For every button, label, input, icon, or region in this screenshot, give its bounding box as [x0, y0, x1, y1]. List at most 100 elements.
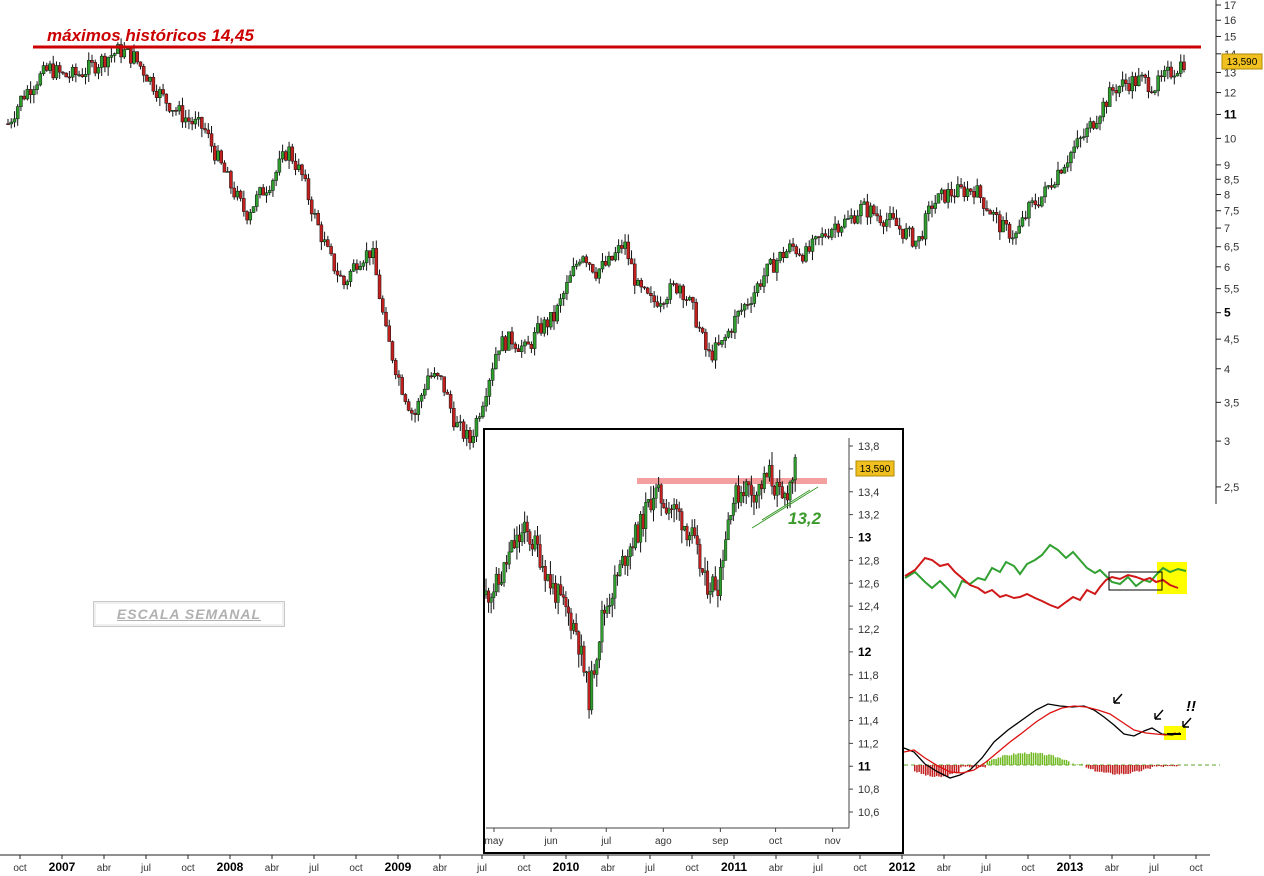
x-tick-label: abr [937, 863, 952, 874]
inset-y-tick-label: 11,4 [858, 716, 879, 728]
candle [878, 209, 883, 226]
x-tick-label: jul [308, 863, 319, 874]
macd-bar [1090, 765, 1092, 770]
inset-y-tick-label: 12,4 [858, 601, 879, 613]
inset-y-axis: 13,813,613,413,21312,812,612,412,21211,8… [849, 441, 879, 819]
macd-bar [1043, 755, 1046, 765]
candle [384, 306, 388, 328]
macd-bar [1054, 757, 1057, 765]
x-tick-label: 2008 [217, 860, 244, 874]
candle [45, 62, 49, 72]
candle [723, 334, 727, 349]
candle [410, 407, 414, 421]
y-tick-label: 5 [1224, 306, 1231, 320]
candle [413, 408, 417, 423]
candle [206, 123, 211, 139]
candle [917, 236, 921, 249]
macd-bar [999, 757, 1002, 765]
candle [888, 206, 892, 228]
inset-candle [739, 485, 743, 507]
candle [820, 227, 824, 246]
inset-candle [724, 531, 728, 561]
inset-candle [564, 591, 568, 617]
candle [717, 334, 721, 347]
macd-bar [1098, 765, 1101, 772]
inset-candle [644, 492, 648, 543]
candle [213, 142, 217, 165]
candle [216, 145, 220, 162]
x-tick-label: oct [1189, 863, 1203, 874]
main-candles [6, 38, 1186, 450]
candle [633, 258, 637, 295]
candle [267, 185, 272, 196]
candle [161, 83, 165, 97]
candle [1088, 117, 1093, 133]
candle [927, 201, 931, 222]
y-tick-label: 6 [1224, 262, 1230, 274]
macd-bar [1087, 765, 1090, 769]
candle [1030, 197, 1034, 208]
inset-candle [633, 522, 637, 551]
inset-x-tick-label: oct [769, 836, 783, 847]
y-tick-label: 17 [1224, 0, 1236, 12]
candle [261, 184, 265, 196]
x-tick-label: 2007 [49, 860, 76, 874]
candle [746, 298, 750, 310]
x-tick-label: jul [1148, 863, 1159, 874]
macd-bar [1169, 765, 1171, 766]
inset-candle [680, 508, 684, 544]
candle [242, 190, 246, 217]
macd-bar [1116, 765, 1118, 774]
candle [594, 266, 598, 282]
inset-candle [793, 454, 797, 492]
inset-y-tick-label: 13,8 [858, 441, 879, 453]
candle [642, 286, 647, 290]
candle [103, 52, 107, 73]
main-price-badge: 13,590 [1221, 53, 1263, 70]
candle [684, 296, 689, 306]
candle [248, 208, 253, 225]
candle [907, 225, 912, 237]
candle [1111, 84, 1115, 96]
candle [794, 244, 799, 258]
candle [235, 185, 240, 201]
y-tick-label: 5,5 [1224, 284, 1239, 296]
candle [481, 401, 485, 419]
candle [274, 170, 278, 187]
candle [1040, 196, 1044, 208]
x-tick-label: 2013 [1057, 860, 1084, 874]
candle [801, 253, 805, 264]
candle [203, 122, 207, 134]
macd-bar [1162, 765, 1165, 768]
candle [965, 181, 970, 201]
candle [584, 254, 589, 268]
inset-candle [659, 483, 663, 517]
candle [949, 181, 954, 203]
candle [600, 253, 605, 273]
inset-candle [770, 452, 774, 495]
macd-bar [991, 759, 993, 765]
candle [277, 150, 282, 176]
candle [1056, 161, 1060, 188]
macd-bar [1010, 755, 1013, 765]
candle [1036, 197, 1041, 209]
candle [57, 61, 62, 79]
candle [1117, 85, 1122, 98]
macd-bar [1153, 765, 1156, 767]
candle [620, 239, 624, 254]
macd-bar [975, 765, 978, 768]
candle [1169, 61, 1173, 80]
candle [901, 228, 905, 244]
x-tick-label: jul [140, 863, 151, 874]
macd-bar [1136, 765, 1138, 771]
macd-bar [1035, 752, 1037, 765]
candle [1062, 164, 1067, 174]
candle [936, 193, 941, 204]
candle [374, 240, 379, 276]
macd-bar [971, 765, 973, 768]
macd-bar [977, 765, 980, 767]
inset-y-tick-label: 13 [858, 531, 872, 545]
candle [19, 95, 23, 112]
x-tick-label: 2012 [889, 860, 916, 874]
macd-bar [1156, 765, 1158, 767]
